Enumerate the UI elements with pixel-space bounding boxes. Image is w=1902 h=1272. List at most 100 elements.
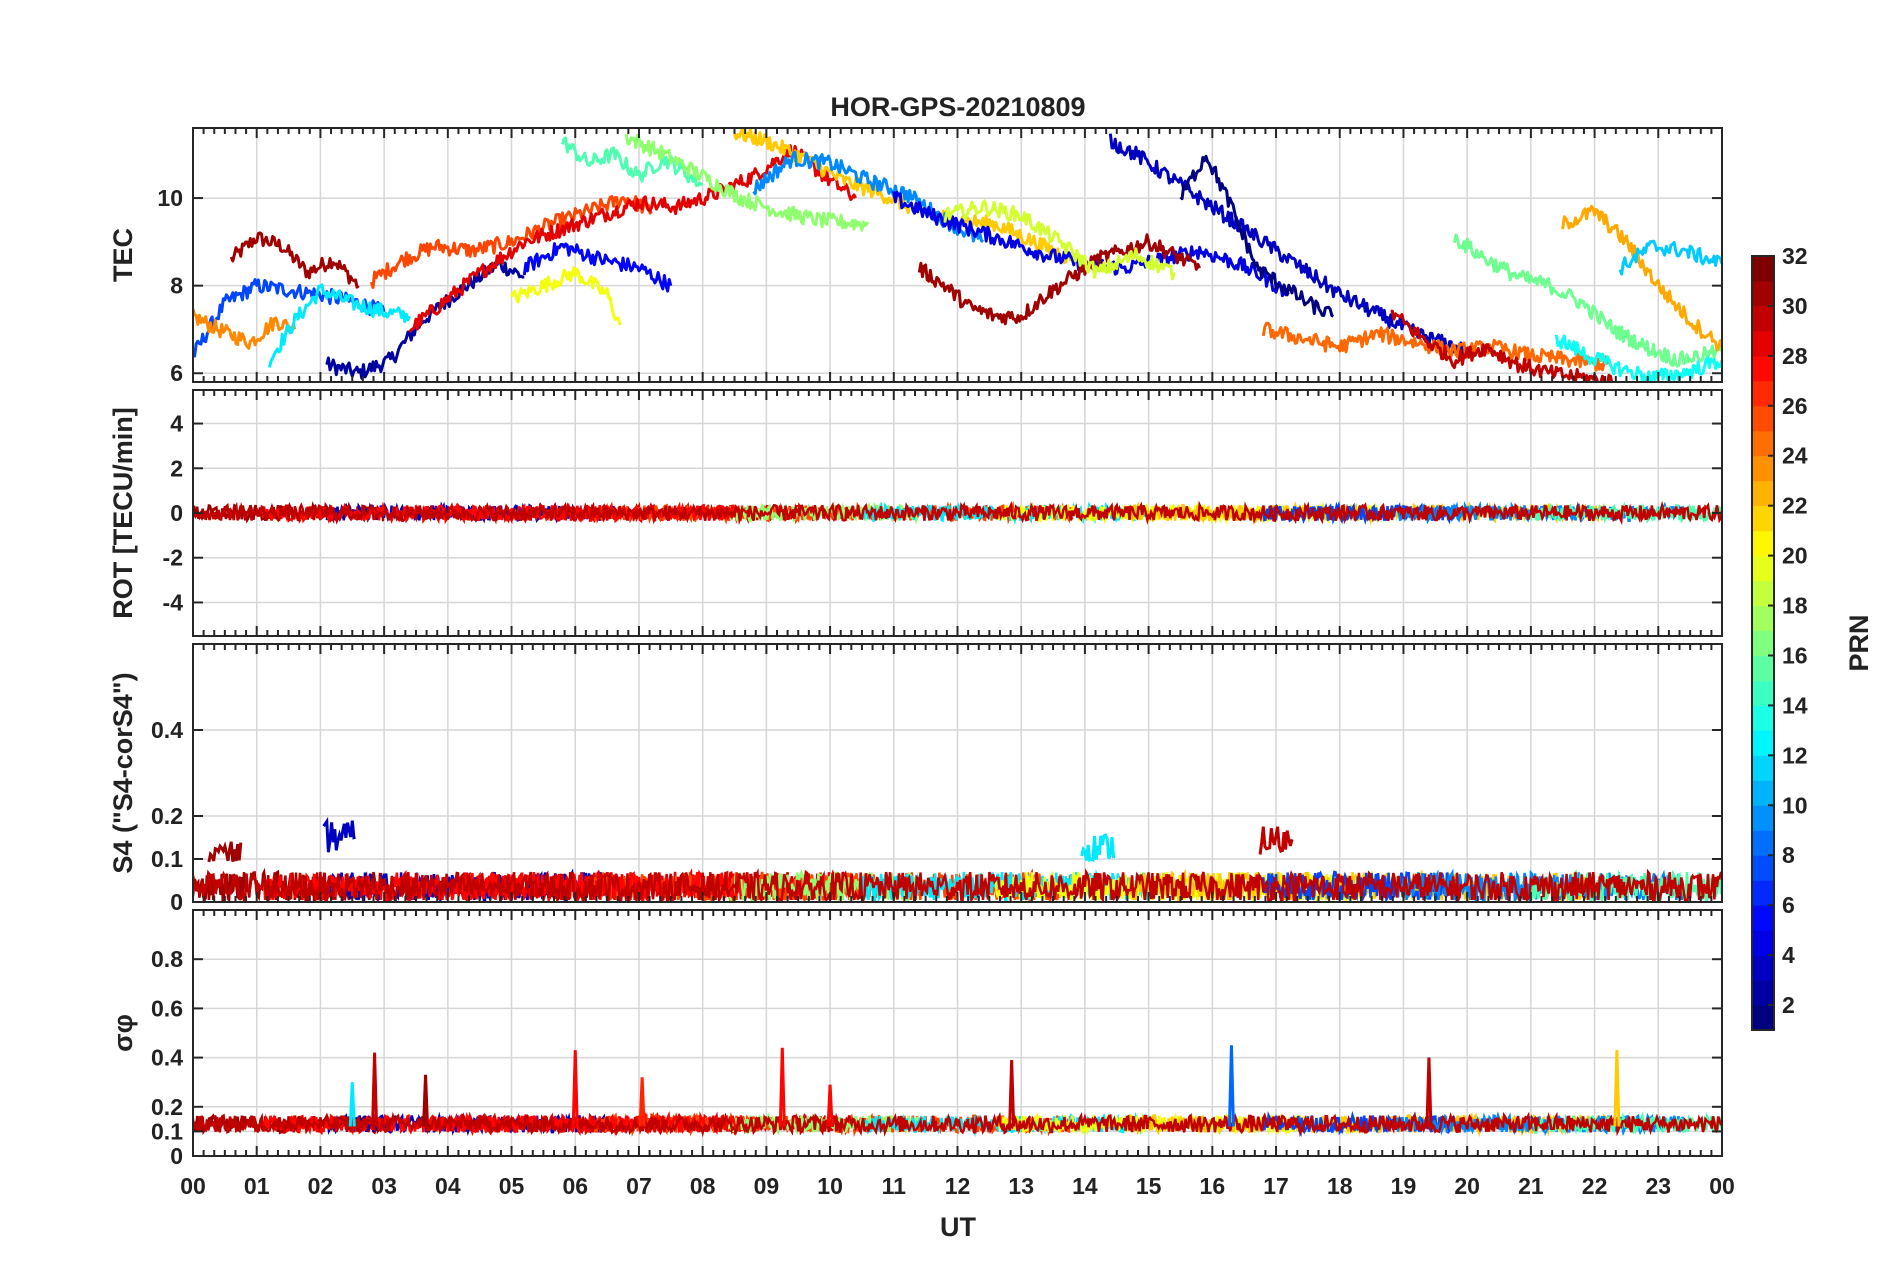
colorbar-tick-label: 6 <box>1782 892 1795 918</box>
x-tick-label: 07 <box>626 1173 652 1199</box>
x-tick-label: 00 <box>1709 1173 1735 1199</box>
colorbar-band <box>1752 980 1774 1006</box>
x-tick-label: 19 <box>1391 1173 1417 1199</box>
tec-series-prn-19 <box>943 199 1176 281</box>
tec-series-prn-3 <box>1108 133 1469 358</box>
y-axis-label: ROT [TECU/min] <box>108 407 138 618</box>
colorbar-band <box>1752 755 1774 781</box>
x-tick-label: 04 <box>435 1173 461 1199</box>
tec-series-prn-24 <box>193 308 297 350</box>
y-tick-label: -2 <box>163 545 183 571</box>
colorbar-band <box>1752 930 1774 956</box>
s4-peak-prn-31 <box>207 841 243 863</box>
x-tick-label: 03 <box>371 1173 397 1199</box>
x-tick-label: 17 <box>1263 1173 1289 1199</box>
x-tick-label: 18 <box>1327 1173 1353 1199</box>
y-tick-label: 0 <box>170 1143 183 1169</box>
colorbar-tick-label: 32 <box>1782 243 1808 269</box>
x-axis-label: UT <box>940 1212 976 1242</box>
colorbar-tick-label: 20 <box>1782 543 1808 569</box>
colorbar-band <box>1752 780 1774 806</box>
sigma-spike-prn-22 <box>1613 1050 1621 1127</box>
colorbar-frame <box>1751 255 1775 1031</box>
panel-data <box>193 128 1722 382</box>
chart-title: HOR-GPS-20210809 <box>830 92 1085 122</box>
colorbar-band <box>1752 530 1774 557</box>
x-tick-label: 20 <box>1454 1173 1480 1199</box>
colorbar-band <box>1752 880 1774 906</box>
sigma-spike-prn-27 <box>638 1077 646 1127</box>
panel-1: 6 8 10 TEC <box>108 127 1723 386</box>
colorbar-band <box>1752 280 1774 307</box>
colorbar-band <box>1752 955 1774 981</box>
colorbar-band <box>1752 305 1774 332</box>
panel-data <box>193 500 1722 526</box>
y-tick-label: 6 <box>170 360 183 386</box>
y-tick-label: 0.1 <box>151 1118 183 1144</box>
sigma-spike-prn-30 <box>371 1052 379 1127</box>
panel-data <box>193 1045 1722 1138</box>
s4-peak-prn-12 <box>1080 832 1116 863</box>
colorbar-band <box>1752 1005 1774 1031</box>
x-tick-label: 06 <box>562 1173 588 1199</box>
y-tick-label: 10 <box>157 185 183 211</box>
tec-series-prn-26 <box>369 195 653 289</box>
x-tick-label: 23 <box>1645 1173 1671 1199</box>
noise-series-prn-30 <box>193 500 1722 526</box>
sigma-spike-prn-31 <box>422 1074 430 1127</box>
y-tick-label: 2 <box>170 455 183 481</box>
tec-series-prn-17 <box>624 133 870 232</box>
tec-series-prn-25 <box>1261 321 1609 372</box>
colorbar-band <box>1752 555 1774 582</box>
y-tick-label: 0.2 <box>151 1094 183 1120</box>
colorbar-band <box>1752 330 1774 357</box>
x-tick-label: 01 <box>244 1173 270 1199</box>
y-tick-label: 0.1 <box>151 846 183 872</box>
tec-series-prn-7 <box>193 278 386 358</box>
s4-peak-prn-30 <box>1258 826 1294 855</box>
tec-series-prn-30 <box>1390 309 1614 382</box>
colorbar-tick-label: 24 <box>1782 443 1808 469</box>
colorbar-label: PRN <box>1844 614 1874 671</box>
colorbar-tick-label: 16 <box>1782 642 1808 668</box>
colorbar-band <box>1752 380 1774 407</box>
y-tick-label: 0.2 <box>151 803 183 829</box>
sigma-spike-prn-28 <box>778 1047 786 1127</box>
x-tick-label: 13 <box>1008 1173 1034 1199</box>
panel-data <box>193 816 1722 902</box>
y-tick-label: -4 <box>163 589 184 615</box>
colorbar-band <box>1752 355 1774 382</box>
colorbar-band <box>1752 805 1774 831</box>
colorbar-band <box>1752 580 1774 607</box>
y-tick-label: 8 <box>170 273 183 299</box>
y-tick-label: 4 <box>170 411 183 437</box>
y-tick-label: 0.8 <box>151 946 183 972</box>
noise-series-prn-17 <box>726 501 921 525</box>
x-tick-label: 11 <box>882 1173 907 1199</box>
colorbar-band <box>1752 505 1774 532</box>
colorbar-tick-label: 2 <box>1782 992 1795 1018</box>
x-tick-label: 14 <box>1072 1173 1098 1199</box>
colorbar-band <box>1752 605 1774 632</box>
y-tick-label: 0 <box>170 500 183 526</box>
tec-series-prn-16 <box>1452 233 1722 368</box>
tec-series-prn-13 <box>1554 334 1722 382</box>
colorbar-band <box>1752 705 1774 731</box>
colorbar-tick-label: 12 <box>1782 742 1808 768</box>
y-tick-label: 0 <box>170 889 183 915</box>
x-tick-label: 09 <box>754 1173 780 1199</box>
y-axis-label: TEC <box>108 228 138 282</box>
x-tick-label: 16 <box>1200 1173 1226 1199</box>
x-tick-label: 12 <box>945 1173 971 1199</box>
x-tick-label: 05 <box>499 1173 525 1199</box>
colorbar-band <box>1752 855 1774 881</box>
tec-series-prn-29 <box>408 144 857 333</box>
colorbar-tick-label: 18 <box>1782 593 1808 619</box>
x-tick-label: 15 <box>1136 1173 1162 1199</box>
tec-series-prn-9 <box>752 150 984 244</box>
colorbar-band <box>1752 655 1774 681</box>
noise-series-prn-30 <box>193 1111 1722 1138</box>
tec-series-prn-11 <box>1618 239 1722 276</box>
colorbar-tick-label: 22 <box>1782 493 1808 519</box>
